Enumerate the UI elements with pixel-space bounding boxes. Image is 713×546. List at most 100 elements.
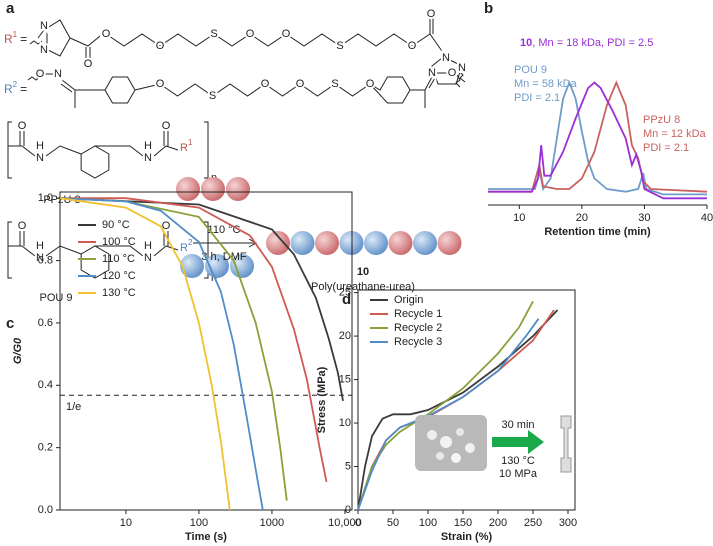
series-note: , Mn = 18 kDa, PDI = 2.5: [532, 37, 653, 49]
y-tick-label: 0.8: [38, 254, 53, 266]
y-tick-label: 1.0: [38, 192, 53, 204]
x-tick-label: 20: [576, 212, 588, 224]
y-axis-label: G/G0: [12, 337, 24, 364]
x-tick-label: 10: [120, 517, 132, 529]
legend-label: Origin: [394, 294, 423, 306]
series-line: [59, 197, 344, 402]
series-line: [357, 309, 555, 511]
reaction-arrow: [193, 238, 258, 248]
series-name: 10: [520, 37, 532, 49]
bead-blue: [205, 254, 229, 278]
inset-photo: [415, 415, 572, 473]
r-symbol: R: [4, 82, 13, 96]
series-line: [60, 197, 328, 483]
r-index: 1: [188, 138, 193, 147]
polymer-name: PPzU 8: [43, 194, 80, 206]
atom: N: [144, 152, 152, 164]
reference-label: 1/e: [66, 401, 81, 413]
atom: O: [18, 220, 27, 232]
bead: [437, 231, 462, 255]
atom: S: [209, 90, 216, 102]
scheme-bonds: [27, 18, 466, 108]
legend-label: 130 °C: [102, 287, 136, 299]
atom: O: [427, 8, 436, 20]
atom: O: [84, 58, 93, 70]
legend-label: Recycle 2: [394, 322, 442, 334]
series-name: POU 9: [514, 64, 547, 76]
panel-label: a: [6, 0, 15, 17]
equals: =: [20, 32, 27, 46]
series-line: [488, 81, 707, 200]
series-name: PPzU 8: [643, 114, 680, 126]
atom: O: [448, 67, 457, 79]
series-line: [59, 197, 264, 511]
bead: [364, 231, 388, 255]
x-tick-label: 10,000: [328, 517, 362, 529]
cyclohexane: [80, 145, 110, 179]
y-tick-label: 20: [339, 330, 351, 342]
atom: H: [144, 140, 152, 152]
series-note: Mn = 12 kDa: [643, 128, 707, 140]
atom: H: [36, 240, 44, 252]
atom: S: [336, 40, 343, 52]
atom: O: [162, 120, 171, 132]
series-annotation: 10, Mn = 18 kDa, PDI = 2.5: [520, 37, 653, 49]
legend-label: 110 °C: [102, 253, 135, 265]
x-tick-label: 10: [513, 212, 525, 224]
panel-label: c: [6, 315, 14, 332]
bead: [413, 231, 437, 255]
legend-label: 90 °C: [102, 219, 130, 231]
x-axis-label: Time (s): [185, 531, 227, 543]
series-line: [59, 197, 231, 511]
plot-frame: [357, 289, 576, 511]
y-tick-label: 0.2: [38, 442, 53, 454]
y-tick-label: 10: [339, 417, 351, 429]
panel-label: b: [484, 0, 493, 17]
x-tick-label: 50: [387, 517, 399, 529]
atom: N: [458, 62, 466, 74]
series-note: PDI = 2.1: [643, 142, 689, 154]
inset-text: 30 min: [501, 419, 534, 431]
x-tick-label: 30: [638, 212, 650, 224]
r-group-label: R2 =: [4, 80, 27, 96]
r-symbol: R: [180, 142, 188, 154]
atom: O: [261, 78, 270, 90]
bead-blue: [180, 254, 204, 278]
x-tick-label: 250: [524, 517, 542, 529]
bead: [315, 231, 339, 255]
atom: N: [40, 44, 48, 56]
condition: 3 h, DMF: [201, 251, 247, 263]
cyclohexane: [80, 245, 110, 279]
atom: O: [102, 28, 111, 40]
x-tick-label: 100: [190, 517, 208, 529]
x-axis-label: Retention time (min): [544, 226, 651, 238]
r-symbol: R: [180, 242, 188, 254]
r-group-label: R1: [180, 138, 193, 154]
y-tick-label: 25: [339, 287, 351, 299]
scheme: aR1=R2=NNOOOSOOSOONNONOSOOSONOOHNHNOR1nO…: [4, 0, 468, 304]
series-line: [357, 309, 559, 511]
atom: O: [156, 78, 165, 90]
atom: N: [36, 152, 44, 164]
y-tick-label: 0.4: [38, 379, 53, 391]
y-axis-label: Stress (MPa): [316, 366, 328, 433]
inset-text: 10 MPa: [499, 468, 538, 480]
bead: [388, 231, 413, 255]
atom: N: [442, 52, 450, 64]
atom: O: [36, 68, 45, 80]
x-tick-label: 0: [355, 517, 361, 529]
bead-red: [226, 177, 250, 201]
atom: O: [18, 120, 27, 132]
atom: H: [36, 140, 44, 152]
atom: N: [36, 252, 44, 264]
y-tick-label: 0.0: [38, 504, 53, 516]
x-tick-label: 1000: [260, 517, 284, 529]
atom: S: [331, 78, 338, 90]
r-index: 1: [13, 30, 18, 39]
y-tick-label: 5: [345, 460, 351, 472]
panel-label: d: [342, 291, 351, 308]
equals: =: [20, 82, 27, 96]
y-tick-label: 0: [345, 504, 351, 516]
atom: O: [408, 40, 417, 52]
